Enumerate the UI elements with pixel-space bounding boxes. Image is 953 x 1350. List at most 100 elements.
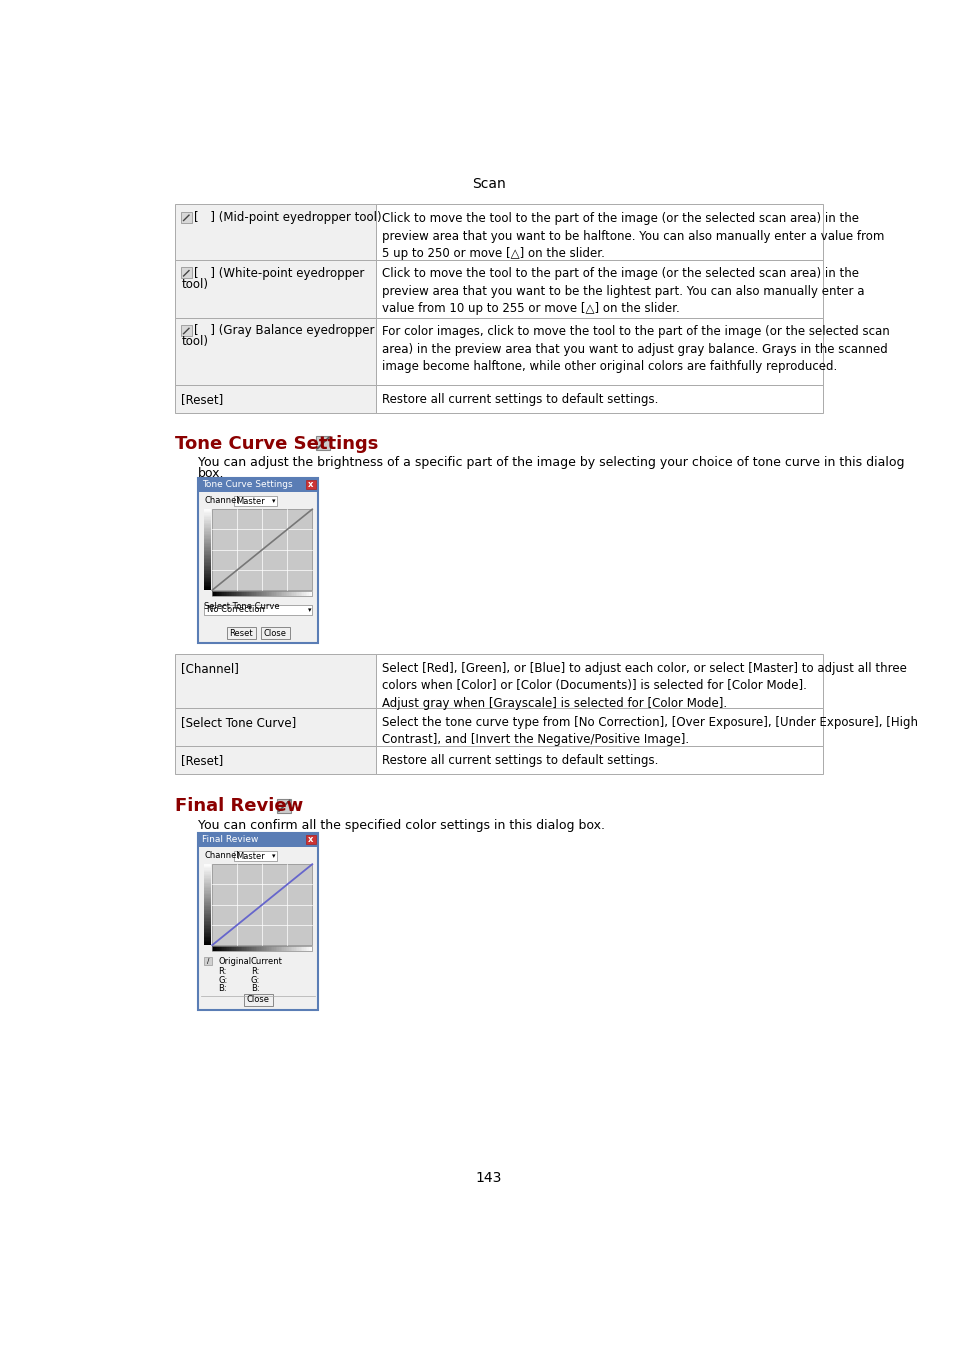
Bar <box>204 522 212 524</box>
Text: Tone Curve Settings: Tone Curve Settings <box>174 435 378 452</box>
Bar <box>224 946 226 952</box>
Bar <box>237 946 239 952</box>
Bar <box>204 909 212 910</box>
Text: Scan: Scan <box>472 177 505 192</box>
Bar <box>204 526 212 528</box>
Bar <box>204 560 212 562</box>
Text: Tone Curve Settings: Tone Curve Settings <box>202 481 293 489</box>
Bar <box>204 927 212 929</box>
Bar <box>204 510 212 512</box>
Bar <box>295 591 297 597</box>
Bar <box>298 591 300 597</box>
Bar <box>198 478 318 643</box>
Bar <box>204 579 212 580</box>
Bar <box>204 940 212 941</box>
Bar <box>204 864 212 865</box>
Bar <box>264 591 266 597</box>
Bar <box>240 946 242 952</box>
Bar <box>277 946 279 952</box>
Bar <box>212 946 312 952</box>
Bar <box>204 554 212 555</box>
Bar <box>204 902 212 903</box>
Bar <box>249 946 251 952</box>
Bar <box>204 888 212 890</box>
Bar <box>204 576 212 578</box>
Bar <box>204 548 212 549</box>
Bar <box>204 555 212 556</box>
Bar <box>204 549 212 551</box>
Bar <box>292 591 294 597</box>
Bar <box>204 518 212 520</box>
Bar <box>255 946 257 952</box>
Bar <box>204 934 212 936</box>
Bar <box>260 946 262 952</box>
Bar <box>265 591 268 597</box>
Text: Channel: Channel <box>204 497 239 505</box>
Bar <box>240 591 242 597</box>
Bar <box>204 559 212 560</box>
Bar <box>222 946 224 952</box>
Bar <box>277 591 279 597</box>
Bar <box>204 911 212 913</box>
Bar <box>305 591 307 597</box>
Text: B:: B: <box>218 984 227 994</box>
Bar <box>204 875 212 876</box>
Bar <box>315 436 330 450</box>
Bar <box>231 591 233 597</box>
Text: tool): tool) <box>181 335 208 348</box>
Bar <box>204 914 212 915</box>
Bar <box>198 833 318 1010</box>
Bar <box>204 539 212 540</box>
Bar <box>174 707 375 747</box>
Bar <box>269 946 271 952</box>
Text: Close: Close <box>247 995 270 1004</box>
Bar <box>204 532 212 533</box>
Bar <box>271 591 273 597</box>
Bar <box>181 267 192 278</box>
Bar <box>204 544 212 545</box>
Bar <box>204 587 212 589</box>
Text: [ ] (Gray Balance eyedropper: [ ] (Gray Balance eyedropper <box>194 324 375 338</box>
Bar <box>295 946 297 952</box>
Bar <box>215 591 217 597</box>
Bar <box>204 872 212 873</box>
Bar <box>204 887 212 888</box>
Bar <box>204 890 212 891</box>
Bar <box>265 946 268 952</box>
Bar <box>204 938 212 940</box>
Bar <box>292 946 294 952</box>
Bar <box>204 886 212 887</box>
Bar <box>375 707 822 747</box>
Bar <box>287 946 289 952</box>
Bar <box>255 591 257 597</box>
Bar <box>375 259 822 317</box>
Bar <box>204 917 212 918</box>
Bar <box>204 574 212 575</box>
Bar <box>375 653 822 707</box>
Bar <box>204 575 212 576</box>
Bar <box>204 537 212 539</box>
Bar <box>284 591 286 597</box>
Bar <box>232 946 234 952</box>
Bar <box>289 591 291 597</box>
Bar <box>204 923 212 925</box>
Bar <box>242 591 244 597</box>
Bar <box>213 591 215 597</box>
Bar <box>204 563 212 564</box>
Bar <box>218 591 221 597</box>
Bar <box>204 605 312 614</box>
Bar <box>215 946 217 952</box>
Text: No Correction: No Correction <box>207 605 264 614</box>
Bar <box>229 591 231 597</box>
Bar <box>264 946 266 952</box>
Bar <box>300 591 302 597</box>
Text: Click to move the tool to the part of the image (or the selected scan area) in t: Click to move the tool to the part of th… <box>382 212 883 261</box>
Bar <box>217 946 219 952</box>
Bar <box>204 566 212 567</box>
Bar <box>275 946 277 952</box>
Bar <box>204 568 212 570</box>
Bar <box>220 591 222 597</box>
Bar <box>204 929 212 930</box>
Bar <box>204 942 212 944</box>
Bar <box>204 533 212 535</box>
